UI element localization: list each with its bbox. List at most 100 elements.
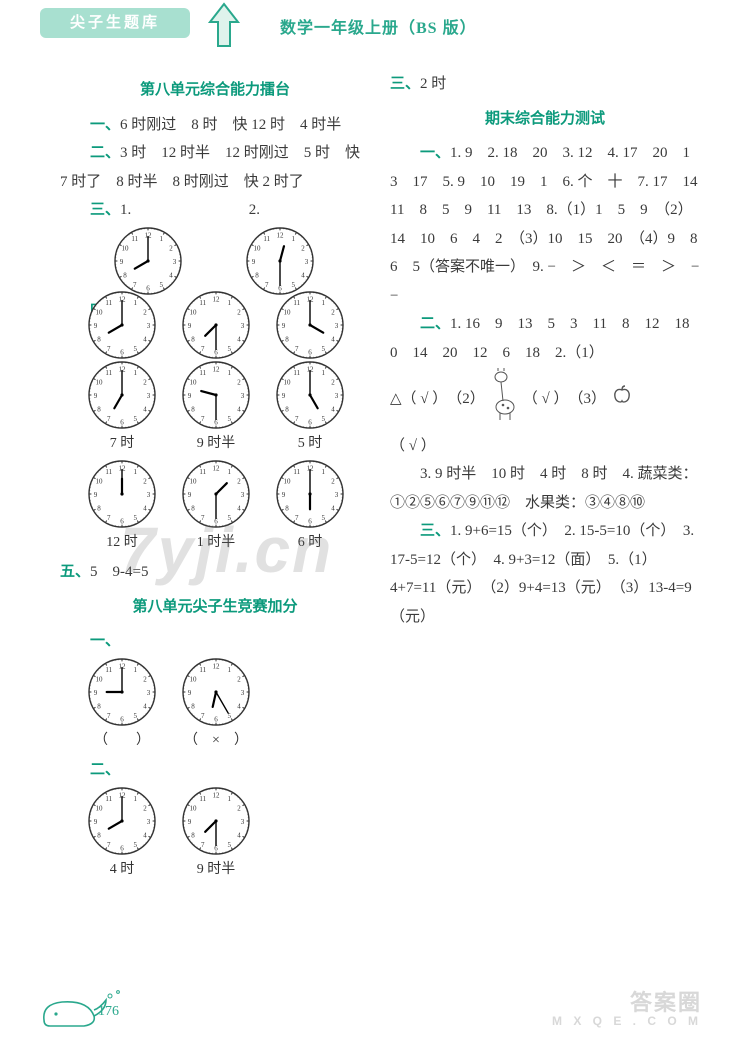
unit8b-heading: 第八单元尖子生竞赛加分 xyxy=(60,593,370,622)
svg-text:9: 9 xyxy=(188,392,192,400)
svg-text:4: 4 xyxy=(331,405,335,413)
page-header: 尖子生题库 数学一年级上册（BS 版） xyxy=(0,0,744,52)
svg-text:5: 5 xyxy=(292,280,296,288)
clock-row-4a: 123456789101112 7 时 123456789101112 9 时半… xyxy=(86,361,370,458)
text-r2-check2: （ √ ） （3） xyxy=(523,385,606,414)
svg-text:6: 6 xyxy=(120,715,124,723)
svg-text:10: 10 xyxy=(96,805,104,813)
svg-text:3: 3 xyxy=(147,392,151,400)
series-tab: 尖子生题库 xyxy=(40,8,190,38)
clock-label: 9 时半 xyxy=(197,431,236,458)
svg-text:4: 4 xyxy=(237,504,241,512)
svg-text:7: 7 xyxy=(201,415,205,423)
svg-text:7: 7 xyxy=(295,514,299,522)
svg-text:4: 4 xyxy=(143,335,147,343)
svg-text:5: 5 xyxy=(322,415,326,423)
svg-text:10: 10 xyxy=(190,379,198,387)
svg-text:4: 4 xyxy=(143,702,147,710)
num-r2: 二、 xyxy=(420,316,450,332)
r3-block: 三、1. 9+6=15（个） 2. 15-5=10（个） 3. 17-5=12（… xyxy=(390,517,700,631)
svg-text:1: 1 xyxy=(134,369,138,377)
svg-text:9: 9 xyxy=(282,392,286,400)
brand-cn: 答案圈 xyxy=(630,990,702,1015)
clock: 123456789101112 9 时半 xyxy=(180,787,252,884)
svg-text:7: 7 xyxy=(107,514,111,522)
clock-label: 6 时 xyxy=(298,530,323,557)
label-3-2: 2. xyxy=(249,202,260,218)
svg-text:6: 6 xyxy=(308,517,312,525)
svg-text:2: 2 xyxy=(169,244,173,252)
svg-text:9: 9 xyxy=(94,491,98,499)
svg-text:11: 11 xyxy=(105,369,112,377)
svg-text:3: 3 xyxy=(147,322,151,330)
svg-text:5: 5 xyxy=(228,345,232,353)
svg-text:7: 7 xyxy=(107,415,111,423)
svg-text:3: 3 xyxy=(241,689,245,697)
svg-text:9: 9 xyxy=(188,322,192,330)
svg-text:2: 2 xyxy=(143,805,147,813)
svg-text:10: 10 xyxy=(190,675,198,683)
svg-text:1: 1 xyxy=(228,299,232,307)
svg-text:1: 1 xyxy=(134,299,138,307)
svg-text:8: 8 xyxy=(191,831,195,839)
svg-text:3: 3 xyxy=(147,818,151,826)
r2-check3-line: （ √ ） xyxy=(390,432,700,461)
clock-row-4top: 123456789101112 123456789101112 12345678… xyxy=(86,291,370,359)
svg-text:5: 5 xyxy=(322,345,326,353)
svg-text:10: 10 xyxy=(284,309,292,317)
svg-text:8: 8 xyxy=(255,271,259,279)
svg-text:7: 7 xyxy=(295,415,299,423)
brand-watermark: 答案圈 M X Q E . C O M xyxy=(552,991,702,1028)
right-three: 三、2 时 xyxy=(390,70,700,99)
svg-text:9: 9 xyxy=(282,491,286,499)
svg-text:9: 9 xyxy=(188,818,192,826)
svg-text:2: 2 xyxy=(237,805,241,813)
svg-text:10: 10 xyxy=(254,244,262,252)
svg-text:10: 10 xyxy=(96,309,104,317)
text-r1: 1. 9 2. 18 20 3. 12 4. 17 20 1 3 17 5. 9… xyxy=(390,145,714,304)
svg-text:8: 8 xyxy=(123,271,127,279)
svg-text:8: 8 xyxy=(97,335,101,343)
svg-text:3: 3 xyxy=(241,491,245,499)
svg-text:11: 11 xyxy=(293,299,300,307)
svg-text:6: 6 xyxy=(120,844,124,852)
svg-text:10: 10 xyxy=(96,379,104,387)
clock: 123456789101112 xyxy=(180,291,252,359)
svg-text:10: 10 xyxy=(96,477,104,485)
svg-text:4: 4 xyxy=(143,405,147,413)
svg-text:11: 11 xyxy=(199,299,206,307)
svg-text:8: 8 xyxy=(97,831,101,839)
svg-text:9: 9 xyxy=(94,818,98,826)
svg-text:3: 3 xyxy=(305,258,309,266)
svg-text:4: 4 xyxy=(237,702,241,710)
svg-text:9: 9 xyxy=(252,258,256,266)
svg-text:11: 11 xyxy=(199,666,206,674)
page-footer: 176 答案圈 M X Q E . C O M xyxy=(40,982,710,1032)
text-r3top: 2 时 xyxy=(420,76,446,92)
clock-row-b1: 123456789101112 （ ） 123456789101112 （ × … xyxy=(86,658,370,755)
svg-text:2: 2 xyxy=(237,675,241,683)
svg-text:5: 5 xyxy=(134,712,138,720)
svg-text:7: 7 xyxy=(265,280,269,288)
svg-text:9: 9 xyxy=(188,689,192,697)
svg-text:12: 12 xyxy=(277,231,285,239)
svg-text:1: 1 xyxy=(322,468,326,476)
svg-text:4: 4 xyxy=(331,335,335,343)
unit8-heading: 第八单元综合能力擂台 xyxy=(60,76,370,105)
svg-text:8: 8 xyxy=(191,504,195,512)
svg-text:5: 5 xyxy=(228,841,232,849)
svg-text:1: 1 xyxy=(322,299,326,307)
svg-text:11: 11 xyxy=(131,235,138,243)
clock-label: 1 时半 xyxy=(197,530,236,557)
brand-en: M X Q E . C O M xyxy=(552,1015,702,1028)
svg-text:3: 3 xyxy=(335,392,339,400)
arrow-icon xyxy=(200,0,248,63)
num-2: 二、 xyxy=(90,145,120,161)
svg-text:1: 1 xyxy=(134,468,138,476)
svg-text:8: 8 xyxy=(97,504,101,512)
svg-text:11: 11 xyxy=(293,468,300,476)
clock-row-4b: 123456789101112 12 时 123456789101112 1 时… xyxy=(86,460,370,557)
svg-text:1: 1 xyxy=(228,795,232,803)
num-b1: 一、 xyxy=(90,633,120,649)
svg-text:7: 7 xyxy=(201,841,205,849)
